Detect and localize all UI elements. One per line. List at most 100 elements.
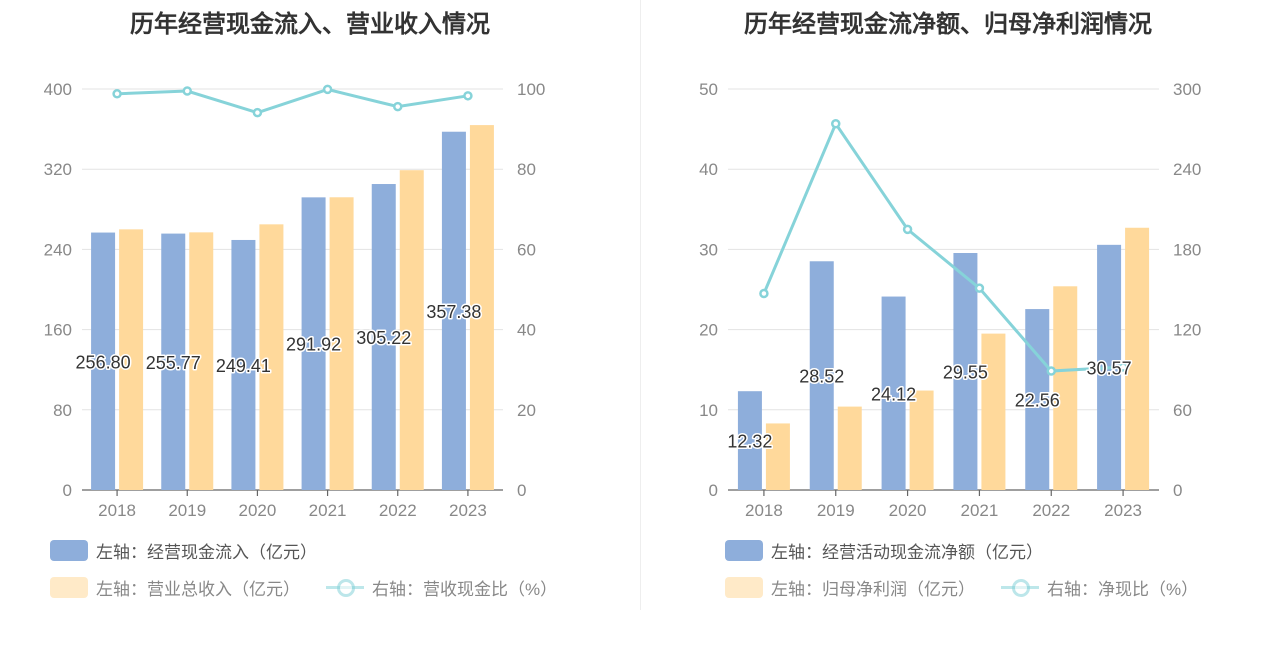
data-label: 305.22 bbox=[356, 328, 411, 348]
line-point bbox=[1046, 366, 1056, 376]
bar-blue bbox=[441, 131, 466, 490]
data-label: 357.38 bbox=[426, 302, 481, 322]
series-line bbox=[117, 87, 469, 115]
bar-yellow bbox=[909, 390, 934, 490]
legend-item-bar-yellow[interactable]: 左轴：归母净利润（亿元） bbox=[725, 575, 975, 600]
bar-blue bbox=[737, 391, 762, 490]
chart-panel-net-cash-profit: 历年经营现金流净额、归母净利润情况 0 10 20 30 40 50 0 60 120 180 24… bbox=[638, 0, 1275, 655]
legend-item-bar-blue[interactable]: 左轴：经营活动现金流净额（亿元） bbox=[725, 538, 1043, 563]
x-tick-label: 2019 bbox=[817, 501, 855, 520]
legend-label: 左轴：经营活动现金流净额（亿元） bbox=[771, 542, 1043, 562]
line-point bbox=[322, 84, 333, 95]
y-tick-left: 160 bbox=[44, 321, 72, 340]
bar-blue bbox=[881, 296, 906, 490]
bar-blue bbox=[91, 232, 116, 491]
legend-swatch bbox=[50, 539, 88, 561]
y-tick-right: 180 bbox=[1173, 240, 1201, 259]
y-tick-right: 40 bbox=[517, 321, 536, 340]
y-tick-left: 40 bbox=[699, 160, 718, 179]
bar-blue bbox=[231, 239, 256, 490]
x-tick-label: 2022 bbox=[379, 501, 417, 520]
line-point bbox=[759, 288, 769, 299]
chart-title: 历年经营现金流净额、归母净利润情况 bbox=[744, 11, 1152, 38]
x-tick-label: 2021 bbox=[309, 501, 347, 520]
y-tick-left: 30 bbox=[699, 240, 718, 259]
y-tick-right: 20 bbox=[517, 401, 536, 420]
legend: 左轴：经营现金流入（亿元） bbox=[50, 538, 343, 562]
bar-yellow bbox=[329, 197, 354, 490]
y-tick-left: 400 bbox=[44, 80, 72, 99]
y-tick-left: 80 bbox=[53, 401, 72, 420]
legend-swatch bbox=[725, 576, 763, 598]
y-tick-left: 20 bbox=[699, 321, 718, 340]
y-tick-left: 0 bbox=[63, 481, 72, 500]
legend-label: 左轴：归母净利润（亿元） bbox=[771, 579, 975, 599]
legend-item-line[interactable]: 右轴：营收现金比（%） bbox=[326, 575, 557, 600]
bar-yellow bbox=[259, 224, 284, 490]
bar-yellow bbox=[399, 170, 424, 490]
plot-area: 0 80 160 240 320 400 0 20 40 60 80 100 2018 2019 2020 2… bbox=[44, 80, 546, 520]
x-tick-label: 2021 bbox=[961, 501, 999, 520]
line-point bbox=[974, 283, 985, 293]
bar-blue bbox=[371, 184, 396, 490]
plot-area: 0 10 20 30 40 50 0 60 120 180 240 300 2018 2019 2020 20… bbox=[699, 80, 1201, 520]
bar-yellow bbox=[469, 125, 494, 490]
bar-yellow bbox=[981, 333, 1006, 490]
data-label: 22.56 bbox=[1015, 391, 1060, 411]
bar-yellow bbox=[765, 423, 790, 490]
bar-blue bbox=[953, 253, 978, 490]
legend-label: 右轴：净现比（%） bbox=[1047, 579, 1199, 599]
legend-swatch bbox=[725, 539, 763, 561]
data-label: 30.57 bbox=[1087, 358, 1132, 378]
y-tick-right: 100 bbox=[517, 80, 545, 99]
y-tick-left: 240 bbox=[44, 240, 72, 259]
legend-item-bar-yellow[interactable]: 左轴：营业总收入（亿元） bbox=[50, 575, 300, 600]
data-label: 28.52 bbox=[799, 367, 844, 387]
legend-label: 左轴：经营现金流入（亿元） bbox=[96, 542, 317, 562]
data-label: 249.41 bbox=[216, 356, 271, 376]
data-label: 291.92 bbox=[286, 335, 341, 355]
bar-yellow bbox=[1053, 286, 1078, 490]
legend-line-swatch bbox=[1001, 577, 1039, 598]
x-tick-label: 2022 bbox=[1032, 501, 1070, 520]
line-point bbox=[463, 91, 473, 101]
data-label: 24.12 bbox=[871, 384, 916, 404]
data-label: 256.80 bbox=[76, 352, 131, 372]
line-point bbox=[831, 119, 841, 129]
legend-item-bar-blue[interactable]: 左轴：经营现金流入（亿元） bbox=[50, 538, 317, 563]
x-tick-label: 2018 bbox=[745, 501, 783, 520]
series-line bbox=[762, 120, 1124, 373]
data-label: 255.77 bbox=[146, 353, 201, 373]
chart-panel-cash-inflow-revenue: 历年经营现金流入、营业收入情况 0 80 160 240 320 400 0 20 40 60 80… bbox=[0, 0, 637, 655]
line-point bbox=[1118, 362, 1128, 372]
legend: 左轴：经营活动现金流净额（亿元） bbox=[725, 538, 1069, 562]
y-tick-right: 240 bbox=[1173, 160, 1201, 179]
legend-item-line[interactable]: 右轴：净现比（%） bbox=[1001, 575, 1198, 600]
y-tick-right: 60 bbox=[1173, 401, 1192, 420]
bar-blue bbox=[301, 197, 326, 490]
legend-label: 左轴：营业总收入（亿元） bbox=[96, 579, 300, 599]
legend: 左轴：归母净利润（亿元） 右轴：净现比（%） bbox=[725, 575, 1224, 599]
x-tick-label: 2020 bbox=[889, 501, 927, 520]
y-tick-left: 50 bbox=[699, 80, 718, 99]
legend: 左轴：营业总收入（亿元） 右轴：营收现金比（%） bbox=[50, 575, 583, 599]
y-tick-left: 320 bbox=[44, 160, 72, 179]
line-point bbox=[112, 89, 122, 99]
line-point bbox=[182, 86, 192, 96]
bar-blue bbox=[1025, 309, 1050, 490]
bar-blue bbox=[809, 261, 834, 490]
line-point bbox=[902, 224, 913, 235]
x-tick-label: 2018 bbox=[98, 501, 136, 520]
data-label: 12.32 bbox=[727, 432, 772, 452]
x-tick-label: 2023 bbox=[449, 501, 487, 520]
y-tick-right: 60 bbox=[517, 240, 536, 259]
legend-swatch bbox=[50, 576, 88, 598]
bar-blue bbox=[161, 233, 186, 490]
data-label: 29.55 bbox=[943, 363, 988, 383]
bar-yellow bbox=[837, 406, 862, 490]
y-tick-right: 80 bbox=[517, 160, 536, 179]
chart-title: 历年经营现金流入、营业收入情况 bbox=[130, 11, 490, 38]
y-tick-right: 0 bbox=[517, 481, 526, 500]
y-tick-right: 300 bbox=[1173, 80, 1201, 99]
